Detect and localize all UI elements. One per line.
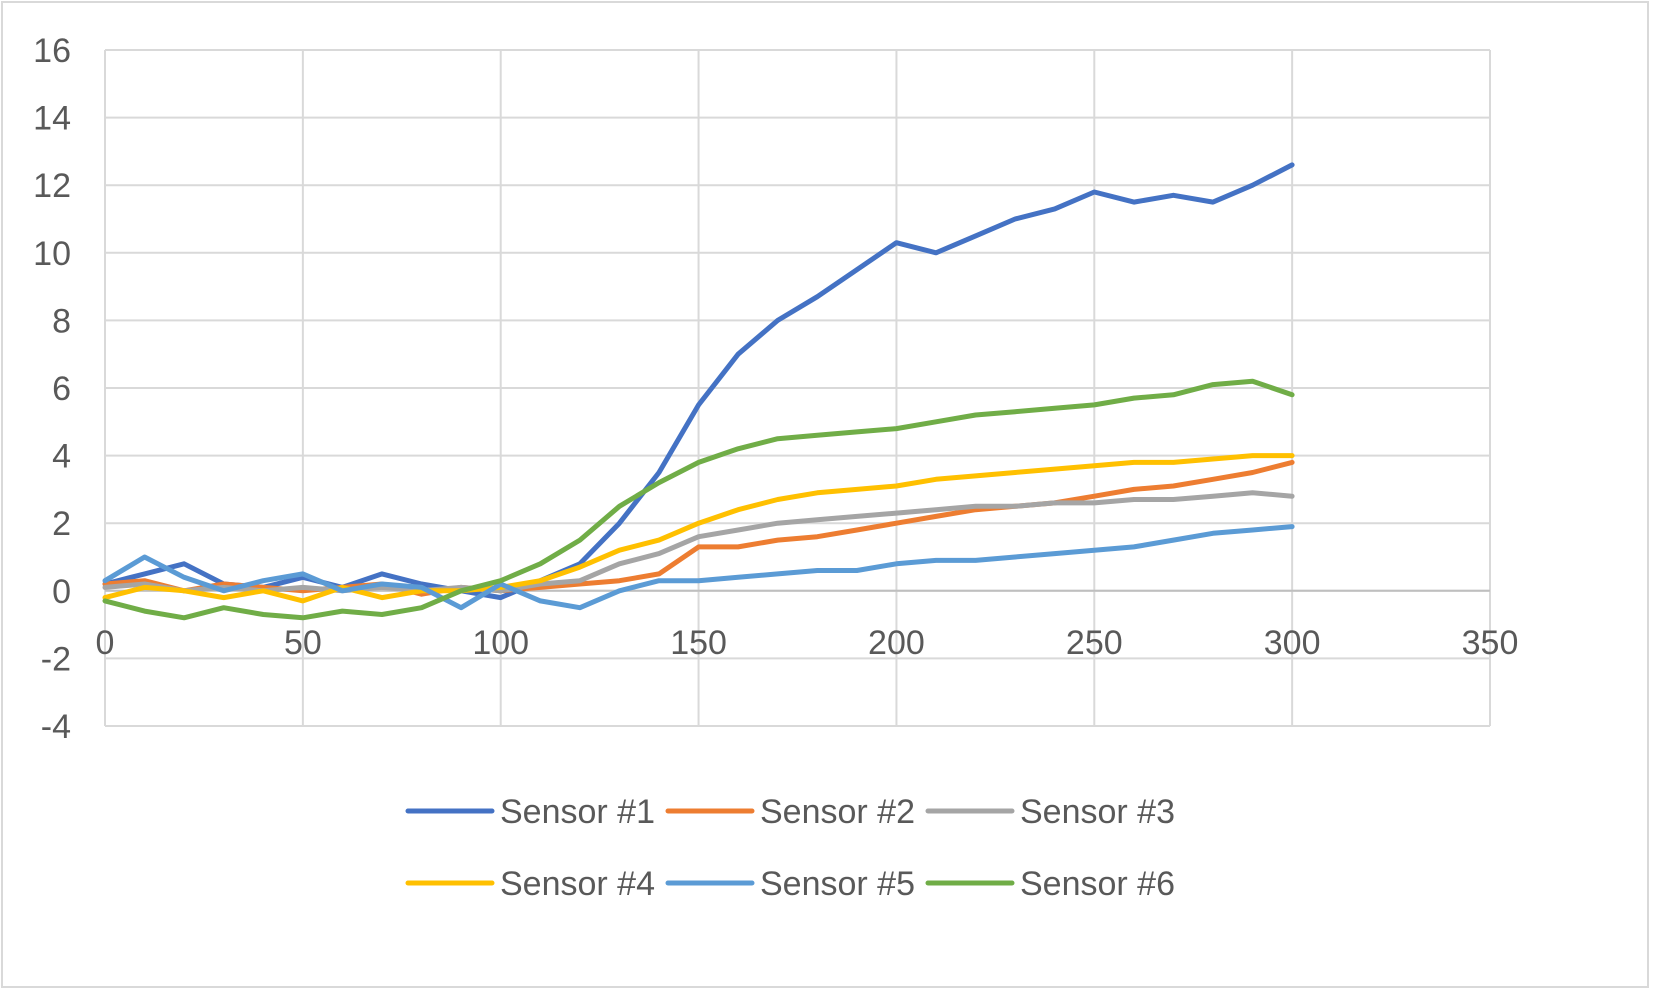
y-tick-label: 14 <box>33 100 71 138</box>
legend-label-sensor-2: Sensor #2 <box>760 793 915 831</box>
y-tick-label: 4 <box>52 438 71 476</box>
series-line-sensor-6 <box>102 378 1295 621</box>
x-tick-label: 350 <box>1462 624 1519 662</box>
series-line-sensor-3 <box>102 490 1295 594</box>
legend: Sensor #1 Sensor #2 Sensor #3 Sensor #4 Sens… <box>405 793 1175 903</box>
series-line-sensor-5 <box>102 524 1295 611</box>
y-tick-label: 10 <box>33 235 71 273</box>
y-tick-label: 8 <box>52 302 71 340</box>
series-line-sensor-2 <box>102 459 1295 597</box>
legend-label-sensor-4: Sensor #4 <box>500 865 655 903</box>
x-tick-labels: 0 50 100 150 200 250 300 350 <box>96 624 1519 662</box>
x-tick-label: 0 <box>96 624 115 662</box>
x-tick-label: 250 <box>1066 624 1123 662</box>
x-tick-label: 300 <box>1264 624 1321 662</box>
y-tick-label: -2 <box>41 640 71 678</box>
line-chart: 0 50 100 150 200 250 300 350 1614121086420-2-4 … <box>33 32 1519 903</box>
y-tick-labels: 16 14 12 10 8 6 4 2 0 -2 -4 <box>33 32 71 746</box>
series-line-sensor-1 <box>102 162 1295 601</box>
series-line-sensor-4 <box>102 453 1295 604</box>
legend-label-sensor-3: Sensor #3 <box>1020 793 1175 831</box>
series-lines <box>102 162 1295 621</box>
legend-label-sensor-5: Sensor #5 <box>760 865 915 903</box>
y-tick-label: -4 <box>41 708 71 746</box>
x-tick-label: 100 <box>472 624 529 662</box>
x-tick-label: 50 <box>284 624 322 662</box>
legend-label-sensor-6: Sensor #6 <box>1020 865 1175 903</box>
y-tick-label: 12 <box>33 167 71 205</box>
y-tick-label: 16 <box>33 32 71 70</box>
y-tick-label: 2 <box>52 505 71 543</box>
x-tick-label: 200 <box>868 624 925 662</box>
x-tick-label: 150 <box>670 624 727 662</box>
legend-label-sensor-1: Sensor #1 <box>500 793 655 831</box>
y-tick-label: 0 <box>52 573 71 611</box>
y-tick-label: 6 <box>52 370 71 408</box>
